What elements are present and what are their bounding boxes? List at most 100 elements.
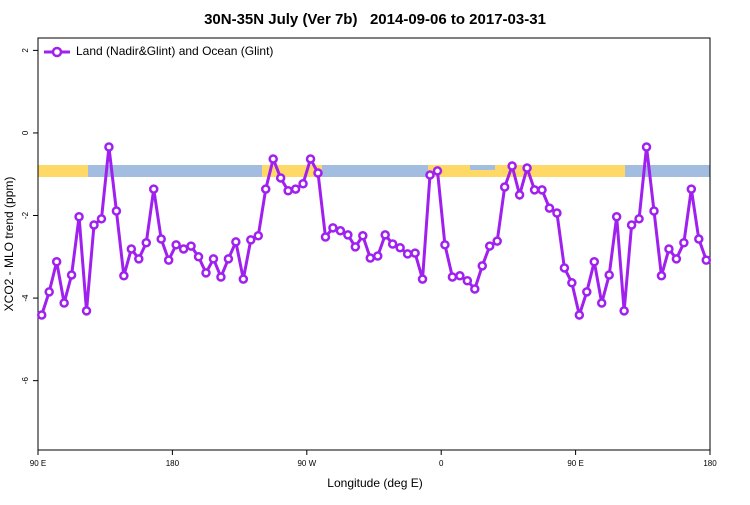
data-point: [111, 206, 122, 216]
data-point: [290, 184, 301, 194]
data-point: [649, 206, 659, 216]
data-point: [201, 268, 211, 278]
data-point: [51, 257, 62, 267]
data-point: [193, 252, 204, 262]
data-point: [231, 237, 241, 247]
data-point: [343, 230, 353, 240]
data-point: [59, 298, 69, 308]
data-point: [141, 238, 152, 248]
x-tick-label: 180: [166, 459, 180, 468]
x-tick-label: 0: [439, 459, 444, 468]
data-point: [477, 261, 488, 271]
y-tick-label: -6: [21, 377, 30, 385]
data-point: [410, 248, 420, 258]
data-point: [671, 254, 682, 264]
data-point: [484, 241, 495, 251]
x-tick-label: 90 E: [567, 459, 583, 468]
y-tick-label: -4: [21, 294, 30, 302]
y-axis-label: XCO2 - MLO trend (ppm): [2, 177, 16, 312]
data-point: [305, 154, 316, 164]
data-point: [499, 182, 510, 192]
data-point: [455, 271, 465, 281]
data-point: [664, 244, 674, 254]
data-point: [544, 203, 555, 213]
data-point: [395, 242, 405, 253]
x-tick-label: 90 W: [297, 459, 316, 468]
data-point: [119, 271, 129, 281]
data-point: [619, 306, 629, 316]
data-point: [492, 236, 502, 246]
data-point: [350, 242, 361, 252]
y-tick-label: 0: [21, 130, 30, 135]
data-point: [462, 275, 473, 286]
data-point: [559, 263, 570, 273]
data-point: [66, 270, 77, 280]
data-point: [74, 212, 84, 222]
data-point: [313, 168, 323, 178]
data-point: [148, 184, 159, 194]
data-point: [417, 274, 428, 284]
data-point: [178, 244, 189, 254]
data-point: [223, 254, 234, 264]
data-point: [537, 185, 547, 195]
data-point: [268, 154, 278, 164]
data-point: [596, 298, 607, 308]
plot-frame: [37, 37, 711, 451]
data-point: [694, 234, 704, 244]
data-point: [522, 163, 532, 173]
data-point: [365, 253, 376, 263]
data-point: [283, 185, 293, 196]
data-point: [208, 254, 219, 264]
data-point: [514, 190, 525, 200]
data-point: [552, 208, 562, 218]
data-point: [679, 238, 689, 248]
data-point: [425, 170, 435, 180]
data-point: [275, 173, 286, 183]
data-point: [156, 234, 166, 244]
y-tick-label: 2: [21, 48, 30, 53]
data-point: [81, 306, 92, 316]
data-point: [335, 226, 346, 236]
data-point: [701, 255, 712, 265]
data-point: [432, 166, 443, 176]
data-point: [260, 184, 271, 194]
data-point: [634, 214, 644, 224]
data-point: [246, 235, 256, 245]
chart-title: 30N-35N July (Ver 7b) 2014-09-06 to 2017…: [204, 11, 546, 28]
data-point: [372, 251, 383, 261]
data-point: [328, 223, 338, 233]
data-point: [36, 310, 47, 320]
legend-label: Land (Nadir&Glint) and Ocean (Glint): [76, 44, 273, 58]
data-point: [298, 178, 308, 189]
land-ocean-band: [38, 165, 710, 177]
data-point: [163, 255, 174, 265]
data-point: [186, 241, 196, 251]
data-point: [104, 142, 114, 152]
data-point: [611, 212, 622, 222]
data-point: [380, 230, 390, 240]
data-point: [89, 220, 99, 230]
data-point: [470, 284, 480, 294]
data-point: [320, 232, 331, 242]
land-strip: [38, 165, 88, 177]
legend-marker: [51, 46, 63, 58]
data-point: [604, 270, 614, 280]
data-point: [529, 185, 540, 195]
data-point: [574, 310, 585, 320]
data-point: [582, 287, 592, 297]
data-point: [447, 272, 458, 282]
data-point: [402, 249, 413, 259]
data-point: [216, 272, 226, 282]
data-point: [171, 240, 181, 250]
x-tick-label: 180: [703, 459, 717, 468]
data-point: [387, 239, 398, 249]
data-point: [238, 274, 249, 284]
data-point: [440, 240, 450, 250]
x-axis-label: Longitude (deg E): [327, 476, 422, 490]
data-point: [567, 278, 577, 288]
data-point: [358, 230, 368, 241]
data-point: [589, 257, 600, 267]
ocean-strip: [88, 165, 262, 177]
data-point: [126, 244, 137, 254]
